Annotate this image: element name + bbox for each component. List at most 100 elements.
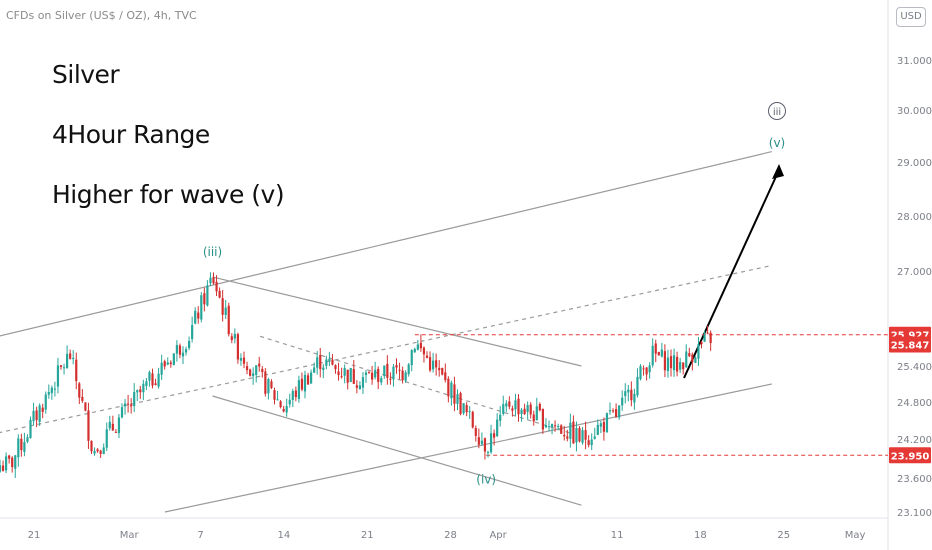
candle (676, 351, 679, 377)
candle (142, 379, 145, 401)
candle (11, 456, 14, 473)
candle (535, 397, 538, 421)
wave-label-circled: iii (768, 102, 786, 120)
wave-labels: (iii) (iv) (v) iii (203, 102, 786, 486)
candle (117, 414, 121, 439)
candle (331, 354, 334, 366)
trend-channels (0, 151, 784, 513)
candle (233, 328, 236, 344)
candle (395, 358, 398, 374)
candle (669, 349, 673, 377)
candle (483, 437, 487, 460)
candle (422, 346, 426, 363)
candle (90, 440, 93, 455)
candle (334, 364, 337, 374)
candle (688, 347, 691, 358)
candle (32, 402, 35, 426)
candle (111, 415, 114, 432)
candle (590, 433, 593, 451)
candle (386, 355, 389, 385)
time-tick-label: 11 (611, 530, 624, 541)
candle (697, 336, 700, 366)
candle (358, 381, 361, 390)
candle (127, 394, 130, 413)
time-tick-label: Mar (120, 530, 140, 541)
candle (627, 384, 630, 402)
candle (444, 363, 447, 383)
candle (615, 403, 618, 418)
time-tick-label: Apr (489, 530, 507, 541)
candle (255, 365, 258, 383)
candle (285, 398, 288, 417)
candle (410, 349, 413, 372)
candle (361, 372, 365, 395)
price-tick-label: 24.800 (897, 398, 932, 409)
candle (136, 389, 139, 402)
price-tick-label: 29.000 (897, 158, 932, 169)
candle (672, 348, 676, 377)
candle (41, 403, 44, 419)
candle (105, 422, 108, 452)
candle (645, 367, 648, 381)
candle (200, 292, 203, 323)
candle (517, 394, 520, 422)
candle (96, 448, 99, 453)
time-tick-label: 14 (278, 530, 291, 541)
falling-channel-lower (212, 395, 582, 506)
candle (325, 355, 328, 370)
candle (416, 339, 419, 351)
candle (239, 353, 243, 366)
svg-text:25.847: 25.847 (891, 340, 930, 351)
candle (340, 367, 343, 379)
candle (453, 376, 456, 412)
candle (538, 402, 541, 412)
candle (691, 352, 694, 371)
candle (145, 378, 148, 391)
candle (624, 383, 627, 404)
price-tick-label: 24.200 (897, 435, 932, 446)
candle (651, 338, 654, 368)
candle (273, 387, 276, 405)
candle (575, 421, 578, 452)
candle (685, 344, 688, 368)
candle (163, 359, 166, 370)
candle (282, 405, 285, 413)
median-channel-line (0, 264, 772, 434)
wave-label: (v) (769, 136, 785, 150)
candle (642, 365, 645, 376)
candle (547, 420, 551, 432)
svg-text:25.927: 25.927 (891, 331, 930, 342)
candle (383, 365, 386, 379)
candle (14, 454, 17, 478)
lower-channel-line (164, 383, 772, 513)
candle (267, 377, 270, 400)
candle (230, 333, 233, 344)
currency-button[interactable]: USD (896, 7, 926, 27)
candle (29, 416, 32, 439)
candle (554, 420, 557, 432)
candle (258, 356, 261, 372)
candle (17, 434, 20, 467)
candle (108, 415, 111, 431)
candle (99, 449, 102, 458)
candle (474, 425, 477, 442)
candle (596, 419, 599, 436)
annotation-title: Silver (52, 60, 120, 89)
projection-arrow (683, 164, 784, 379)
price-level-label: 23.950 (889, 447, 931, 464)
candle (291, 388, 294, 408)
candle (5, 452, 8, 474)
candle (660, 342, 663, 358)
candle (435, 353, 438, 376)
price-tick-label: 23.100 (897, 508, 932, 519)
candle (50, 385, 53, 400)
candle (560, 424, 563, 435)
candle (511, 405, 514, 417)
candle (407, 362, 410, 377)
candle (447, 376, 450, 403)
candle (66, 345, 69, 369)
candle (459, 391, 462, 416)
price-level-label: 25.847 (889, 336, 931, 353)
candle (502, 395, 505, 416)
